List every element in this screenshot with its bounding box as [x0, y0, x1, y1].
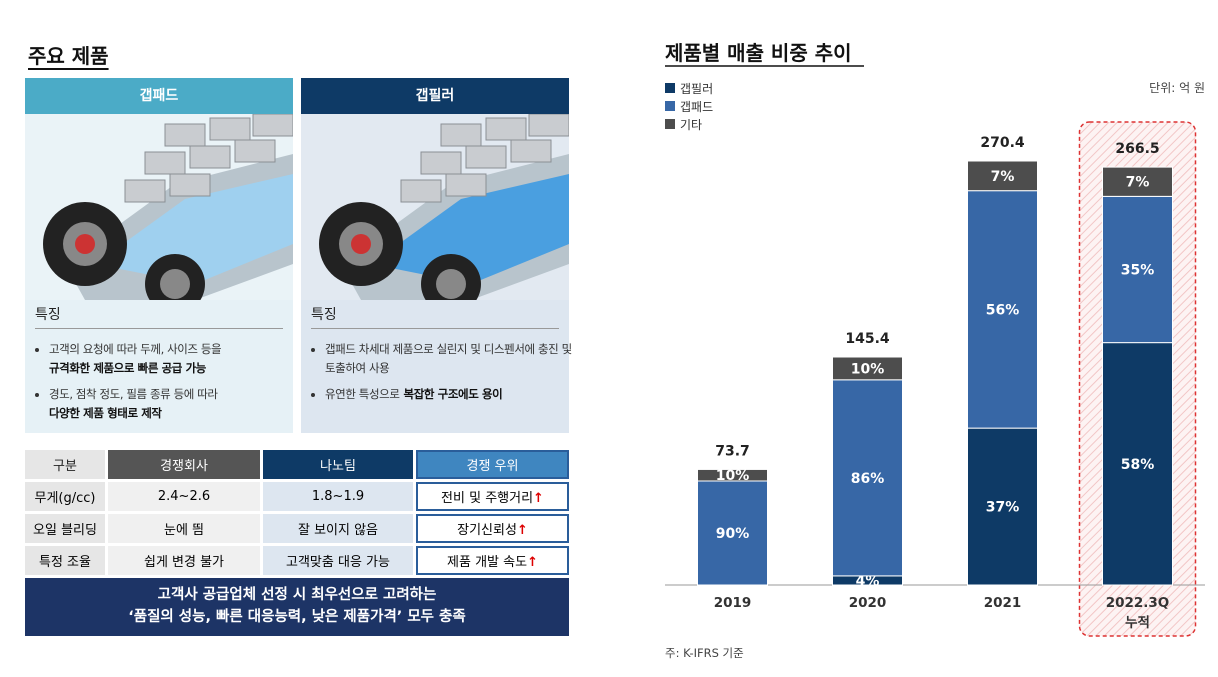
note: 주: K-IFRS 기준	[665, 646, 744, 660]
product-image	[301, 114, 569, 300]
cell-text: 전비 및 주행거리	[441, 491, 534, 506]
segment-label: 7%	[1126, 175, 1150, 191]
legend-swatch	[665, 119, 675, 129]
segment-label: 56%	[986, 302, 1020, 318]
legend-swatch	[665, 83, 675, 93]
table-cell: 고객맞춤 대응 가능	[263, 546, 413, 575]
legend-swatch	[665, 101, 675, 111]
chart-title: 제품별 매출 비중 추이	[665, 41, 852, 65]
cell-text: 잘 보이지 않음	[297, 523, 379, 538]
x-tick-label: 2019	[713, 595, 752, 611]
bar-segment	[967, 190, 1038, 429]
legend-label: 갭패드	[680, 100, 713, 114]
cell-text: 오일 블리딩	[33, 523, 97, 538]
table-header: 경쟁회사	[108, 450, 260, 479]
table-header: 나노팀	[263, 450, 413, 479]
legend-label: 기타	[680, 118, 702, 132]
table-cell: 2.4~2.6	[108, 482, 260, 511]
section-title: 주요 제품	[28, 44, 109, 68]
table-row: 특정 조율 쉽게 변경 불가 고객맞춤 대응 가능 제품 개발 속도↑	[25, 546, 569, 575]
table-cell: 눈에 띔	[108, 514, 260, 543]
banner: 고객사 공급업체 선정 시 최우선으로 고려하는 ‘품질의 성능, 빠른 대응능…	[25, 578, 569, 636]
product-card: 갭필러 특징 갭패드 차세대 제품으로 실린지 및 디스펜서에 충진 및 토출하…	[301, 78, 572, 433]
up-arrow: ↑	[527, 555, 538, 570]
feature-item: 갭패드 차세대 제품으로 실린지 및 디스펜서에 충진 및 토출하여 사용	[325, 340, 577, 378]
feature-list: 갭패드 차세대 제품으로 실린지 및 디스펜서에 충진 및 토출하여 사용 유연…	[311, 340, 577, 411]
segment-label: 4%	[856, 573, 880, 589]
table-cell: 잘 보이지 않음	[263, 514, 413, 543]
card-header: 갭필러	[301, 78, 569, 114]
cell-text: 1.8~1.9	[311, 489, 365, 504]
table-cell: 특정 조율	[25, 546, 105, 575]
table-cell: 1.8~1.9	[263, 482, 413, 511]
total-label: 73.7	[715, 443, 750, 459]
up-arrow: ↑	[516, 523, 528, 538]
segment-label: 37%	[986, 500, 1020, 516]
segment-label: 10%	[851, 361, 885, 377]
table-cell: 오일 블리딩	[25, 514, 105, 543]
cell-text: 무게(g/cc)	[34, 491, 96, 506]
table-cell: 전비 및 주행거리↑	[416, 482, 569, 511]
product-image	[25, 114, 293, 300]
card-header: 갭패드	[25, 78, 293, 114]
segment-label: 86%	[851, 471, 885, 487]
bar-segment	[697, 468, 768, 482]
feature-strong: 복잡한 구조에도 용이	[403, 387, 503, 401]
total-label: 266.5	[1115, 141, 1159, 157]
table-cell: 쉽게 변경 불가	[108, 546, 260, 575]
cell-text: 고객맞춤 대응 가능	[286, 555, 390, 570]
table-cell: 장기신뢰성↑	[416, 514, 569, 543]
feature-text: 고객의 요청에 따라 두께, 사이즈 등을	[49, 342, 222, 356]
segment-label: 90%	[716, 526, 750, 542]
table-cell: 제품 개발 속도↑	[416, 546, 569, 575]
legend-label: 갭필러	[680, 82, 713, 96]
bar-segment	[1102, 342, 1173, 586]
banner-line: 고객사 공급업체 선정 시 최우선으로 고려하는	[157, 587, 437, 603]
bar-segment	[967, 160, 1038, 192]
segment-label: 10%	[716, 468, 750, 484]
cell-text: 2.4~2.6	[157, 489, 211, 504]
feature-title: 특징	[35, 304, 283, 329]
banner-line: ‘품질의 성능, 빠른 대응능력, 낮은 제품가격’ 모두 충족	[128, 609, 466, 625]
feature-text: 유연한 특성으로	[325, 387, 400, 401]
table-cell: 무게(g/cc)	[25, 482, 105, 511]
table-header: 구분	[25, 450, 105, 479]
bar-segment	[1102, 166, 1173, 197]
cell-text: 눈에 띔	[163, 523, 204, 538]
total-label: 145.4	[845, 331, 890, 347]
up-arrow: ↑	[533, 491, 544, 506]
cell-text: 쉽게 변경 불가	[143, 555, 225, 570]
feature-strong: 규격화한 제품으로 빠른 공급 가능	[49, 361, 206, 375]
segment-label: 7%	[991, 169, 1015, 185]
table-header: 경쟁 우위	[416, 450, 569, 479]
total-label: 270.4	[980, 135, 1025, 151]
table-row: 오일 블리딩 눈에 띔 잘 보이지 않음 장기신뢰성↑	[25, 514, 569, 543]
comparison-table: 구분 경쟁회사 나노팀 경쟁 우위 무게(g/cc) 2.4~2.6 1.8~1.9…	[22, 447, 572, 578]
segment-label: 58%	[1121, 457, 1155, 473]
unit: 단위: 억 원	[1149, 81, 1205, 95]
cell-text: 특정 조율	[39, 555, 91, 570]
cell-text: 제품 개발 속도	[447, 555, 528, 570]
x-tick-label: 2021	[983, 595, 1022, 611]
x-tick-label: 2022.3Q 누적	[1105, 595, 1170, 631]
bar-segment	[832, 356, 903, 381]
feature-text: 경도, 점착 정도, 필름 종류 등에 따라	[49, 387, 218, 401]
bar-segment	[1102, 195, 1173, 344]
table-row: 무게(g/cc) 2.4~2.6 1.8~1.9 전비 및 주행거리↑	[25, 482, 569, 511]
x-tick-label: 2020	[848, 595, 887, 611]
segment-label: 35%	[1121, 262, 1155, 278]
bar-segment	[832, 379, 903, 577]
feature-strong: 다양한 제품 형태로 제작	[49, 406, 162, 420]
feature-title: 특징	[311, 304, 559, 329]
cell-text: 장기신뢰성	[457, 523, 517, 538]
feature-text: 갭패드 차세대 제품으로 실린지 및 디스펜서에 충진 및 토출하여 사용	[325, 342, 572, 375]
